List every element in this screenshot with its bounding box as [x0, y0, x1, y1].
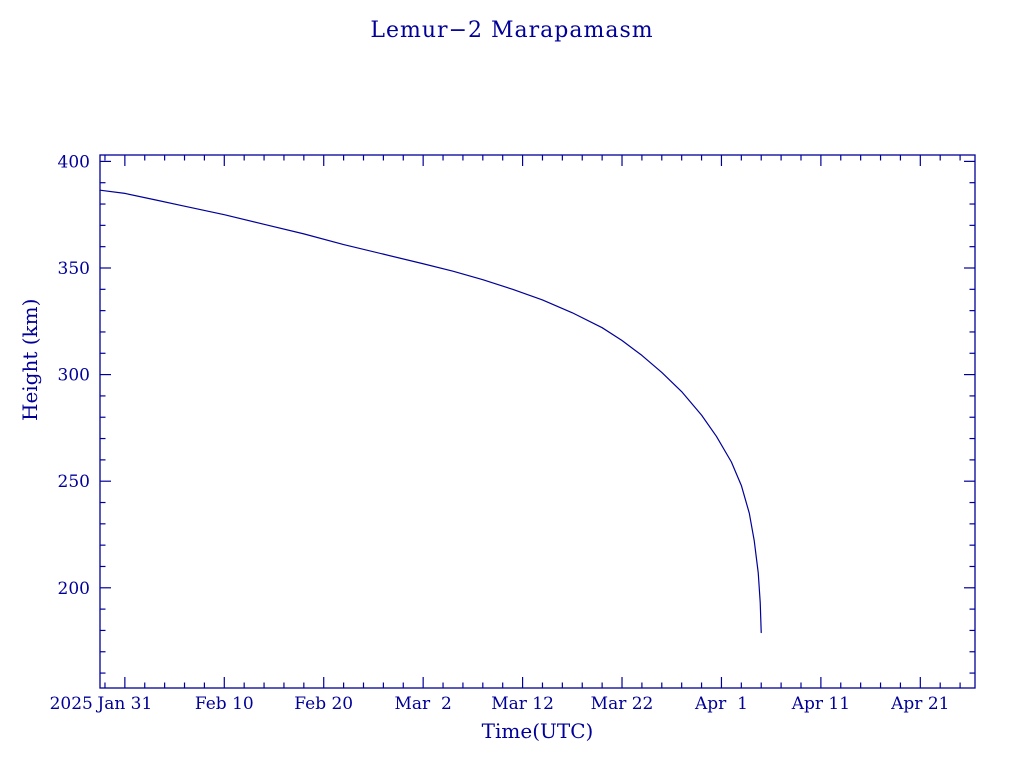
x-tick-label: Apr 1 [694, 694, 748, 714]
chart-title: Lemur−2 Marapamasm [370, 18, 654, 43]
plot-frame [99, 154, 976, 689]
y-tick-label: 400 [58, 152, 90, 172]
x-tick-label: Apr 21 [890, 694, 949, 714]
x-tick-label: Mar 2 [395, 694, 452, 714]
y-tick-label: 200 [58, 579, 90, 599]
x-tick-label: Jan 31 [95, 694, 152, 714]
x-tick-label: Feb 20 [294, 694, 353, 714]
x-tick-label: Apr 11 [791, 694, 850, 714]
y-tick-label: 300 [58, 366, 90, 386]
height-decay-line [99, 189, 762, 634]
y-tick-label: 250 [58, 472, 90, 492]
x-tick-label: Mar 12 [491, 694, 554, 714]
x-axis-label: Time(UTC) [481, 719, 594, 743]
x-tick-label: Mar 22 [591, 694, 654, 714]
x-tick-label: Feb 10 [195, 694, 254, 714]
x-axis-year-label: 2025 [50, 694, 93, 714]
y-tick-label: 350 [58, 259, 90, 279]
